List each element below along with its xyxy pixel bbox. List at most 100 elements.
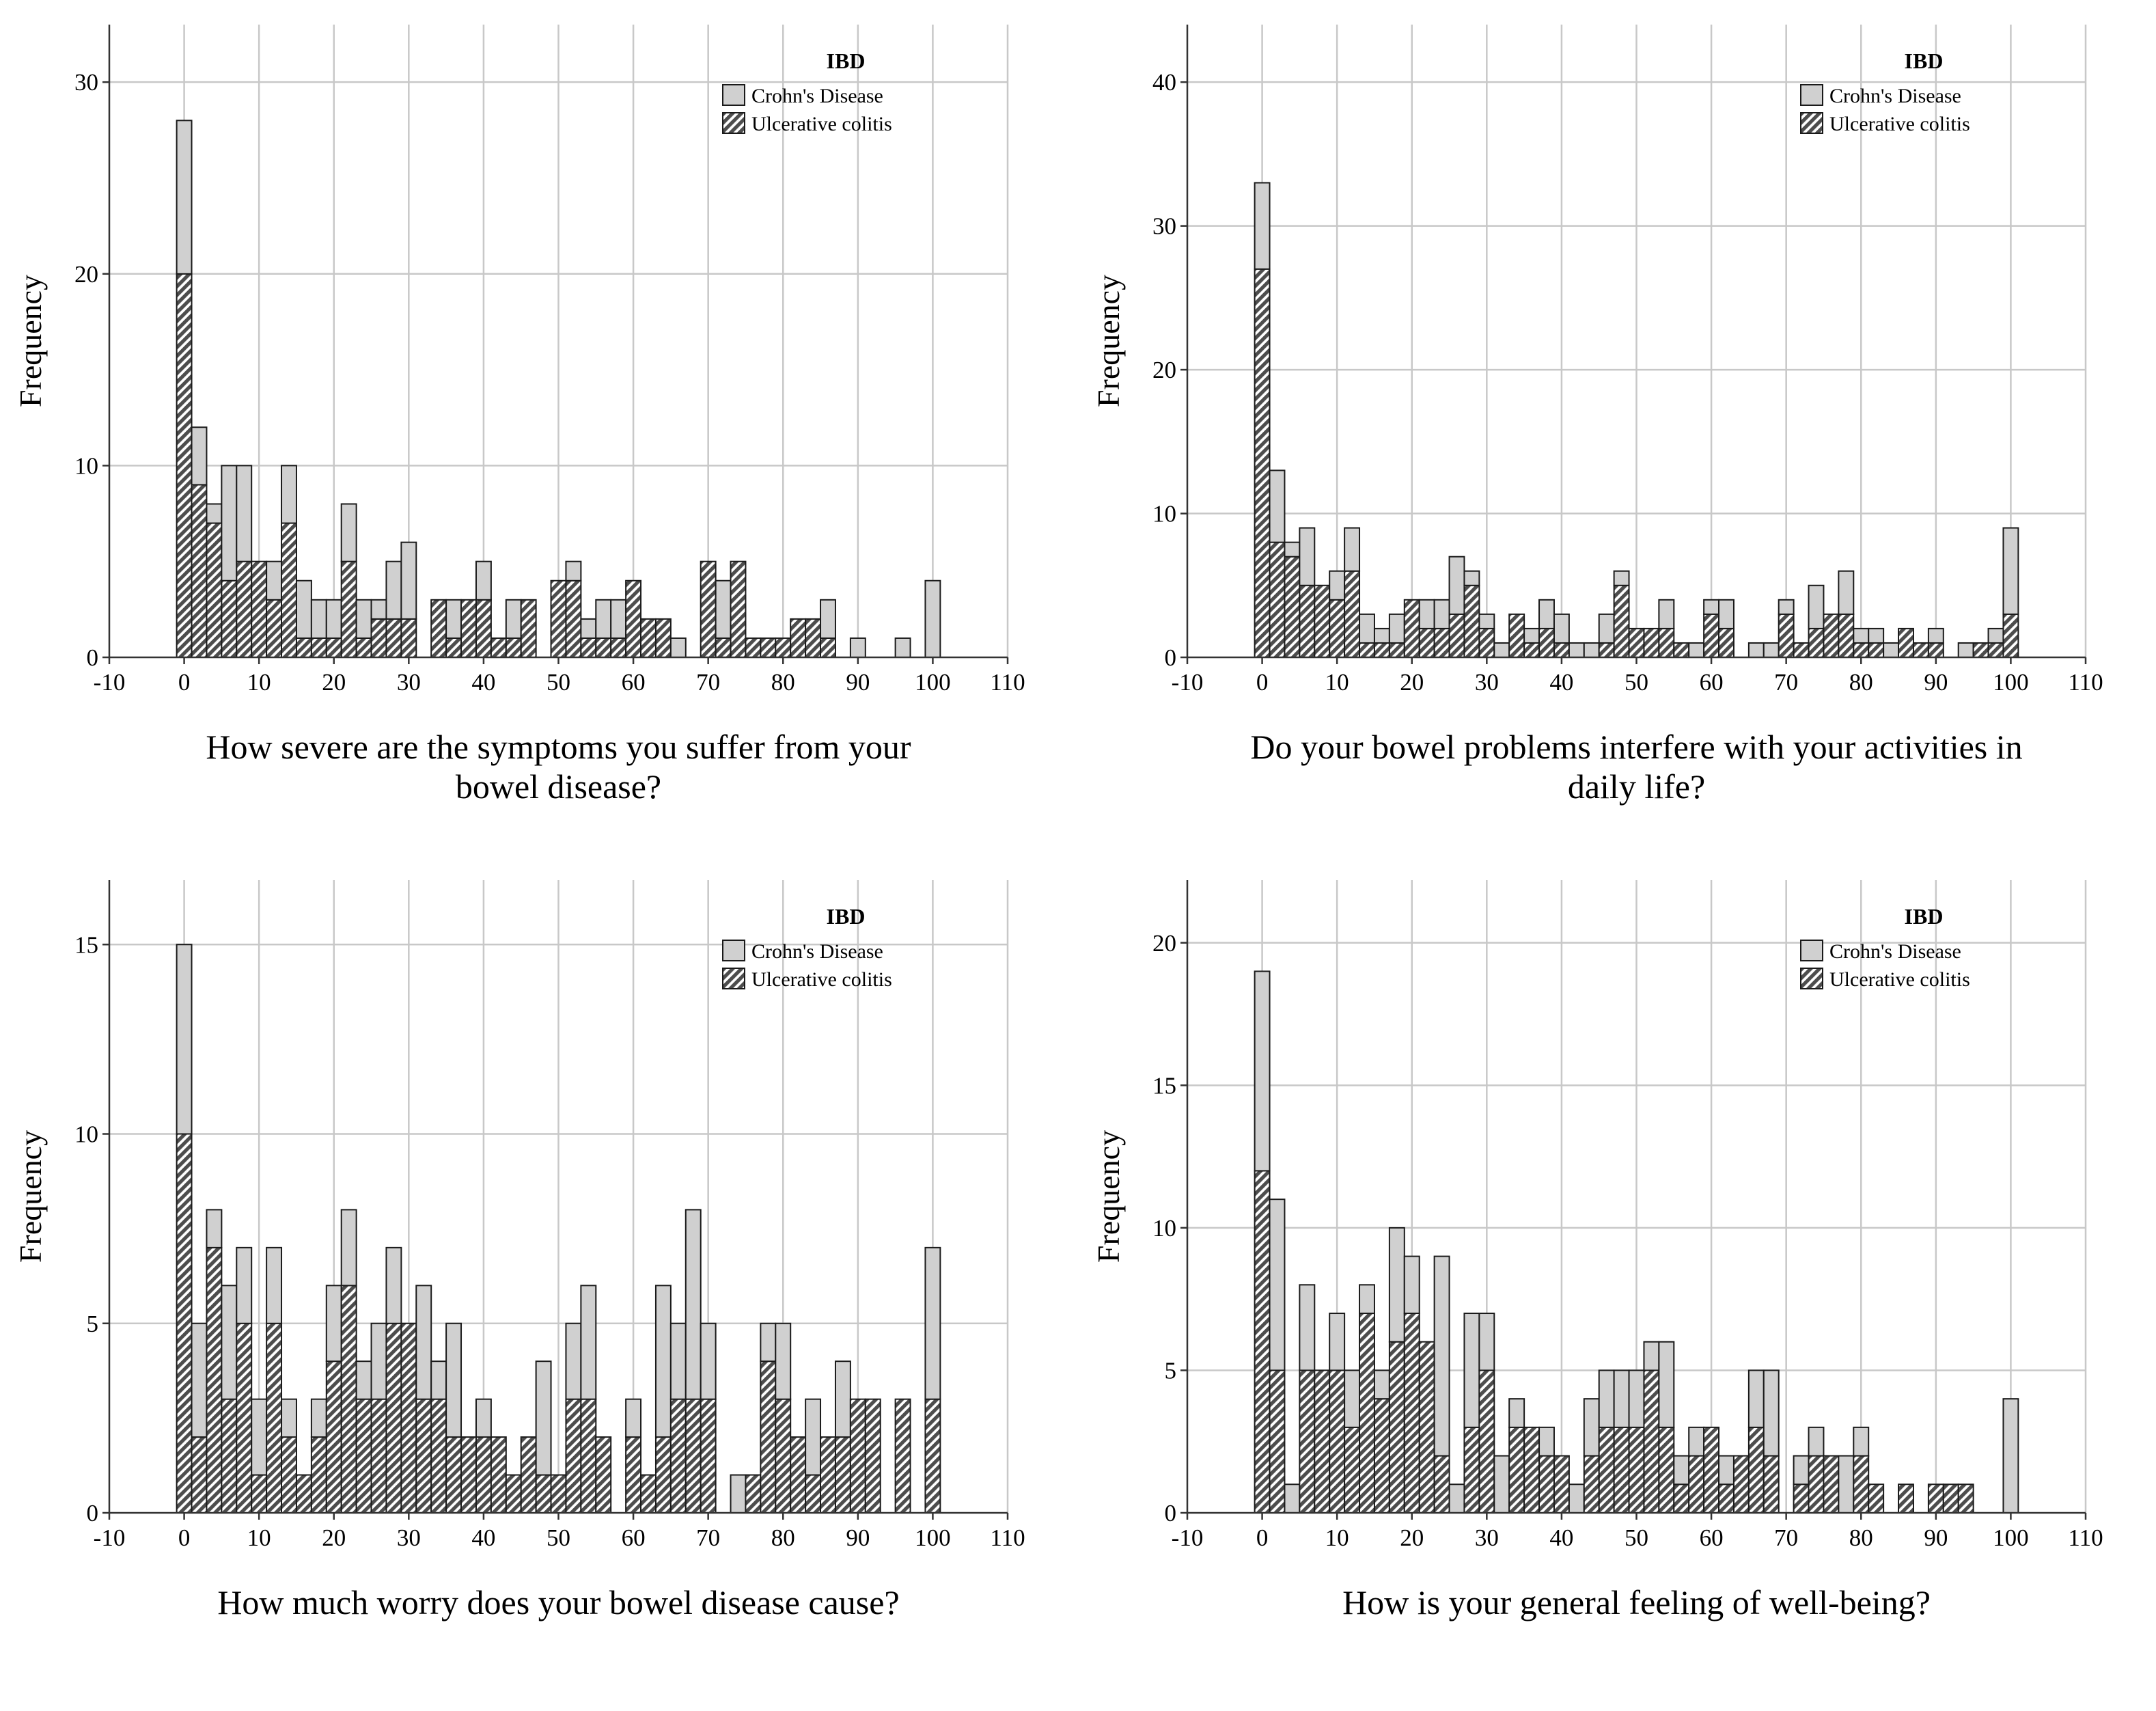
bar-ulcerative-colitis [251, 1474, 268, 1514]
bar-ulcerative-colitis [1478, 627, 1495, 659]
bar-crohns-disease [805, 1398, 822, 1476]
bar-crohns-disease [1538, 599, 1555, 629]
bar-ulcerative-colitis [281, 522, 297, 658]
bar-crohns-disease [1868, 627, 1885, 644]
x-tick-label: 110 [990, 1524, 1025, 1551]
y-tick-label: 40 [1152, 69, 1176, 96]
bar-ulcerative-colitis [1433, 1455, 1450, 1514]
bar-ulcerative-colitis [1643, 1369, 1660, 1514]
bar-crohns-disease [610, 599, 627, 639]
y-tick-label: 20 [74, 261, 98, 288]
bar-crohns-disease [1673, 1455, 1690, 1486]
legend: IBD Crohn's Disease Ulcerative colitis [722, 49, 892, 135]
bar-ulcerative-colitis [505, 637, 522, 658]
bar-ulcerative-colitis [640, 618, 657, 658]
bar-ulcerative-colitis [355, 637, 372, 658]
bar-crohns-disease [1808, 1426, 1825, 1457]
x-tick-label: 40 [471, 669, 495, 696]
x-tick-label: 90 [1924, 1524, 1948, 1551]
legend-swatch-crohns [1800, 940, 1823, 961]
bar-ulcerative-colitis [355, 1398, 372, 1514]
bar-ulcerative-colitis [1793, 642, 1810, 658]
bar-crohns-disease [894, 637, 911, 658]
bar-ulcerative-colitis [1403, 1313, 1420, 1514]
histogram-panel-wellbeing: 0 5 10 15 20 -10 0 10 20 30 40 50 60 70 80 90 100 110 Freq… [1078, 855, 2156, 1711]
bar-ulcerative-colitis [236, 560, 253, 658]
bar-ulcerative-colitis [1703, 1426, 1720, 1514]
x-tick-label: 30 [1475, 1524, 1499, 1551]
bar-ulcerative-colitis [1314, 1369, 1331, 1514]
bar-crohns-disease [475, 1398, 492, 1438]
bar-crohns-disease [1284, 541, 1301, 558]
x-tick-label: 100 [1993, 669, 2029, 696]
bar-crohns-disease [1598, 1369, 1615, 1428]
bar-crohns-disease [430, 1360, 447, 1400]
bar-crohns-disease [1703, 599, 1720, 615]
bar-crohns-disease [266, 1246, 283, 1324]
y-tick-label: 15 [1152, 1072, 1176, 1099]
bar-crohns-disease [1613, 1369, 1630, 1428]
bar-ulcerative-colitis [625, 1436, 642, 1514]
bar-ulcerative-colitis [1703, 613, 1720, 659]
bar-ulcerative-colitis [1853, 642, 1870, 658]
y-tick-label: 20 [1152, 357, 1176, 383]
bar-ulcerative-colitis [206, 522, 223, 658]
bar-ulcerative-colitis [1793, 1483, 1810, 1514]
bar-crohns-disease [924, 1246, 941, 1400]
bar-ulcerative-colitis [1868, 642, 1885, 658]
legend-label-ulcerative-colitis: Ulcerative colitis [1829, 113, 1970, 135]
bar-crohns-disease [251, 1398, 268, 1476]
bar-crohns-disease [1688, 1426, 1705, 1457]
x-tick-label: 110 [990, 669, 1025, 696]
bar-ulcerative-colitis [849, 1398, 866, 1514]
bar-ulcerative-colitis [475, 599, 492, 658]
bar-crohns-disease [1388, 613, 1405, 644]
bar-ulcerative-colitis [1778, 613, 1795, 659]
bar-ulcerative-colitis [1463, 1426, 1480, 1514]
bar-crohns-disease [1478, 1313, 1495, 1371]
bar-ulcerative-colitis [1373, 1398, 1390, 1514]
bar-ulcerative-colitis [565, 579, 582, 658]
bar-ulcerative-colitis [430, 1398, 447, 1514]
histogram-panel-interference: 0 10 20 30 40 -10 0 10 20 30 40 50 60 70 80 90 100 110 Fre… [1078, 0, 2156, 855]
bar-ulcerative-colitis [1269, 541, 1286, 658]
bar-crohns-disease [1329, 570, 1346, 601]
x-tick-label: 40 [1549, 669, 1573, 696]
bar-ulcerative-colitis [820, 1436, 836, 1514]
bar-crohns-disease [580, 618, 597, 639]
bar-crohns-disease [370, 599, 387, 620]
y-tick-label: 0 [1165, 1500, 1177, 1527]
legend: IBD Crohn's Disease Ulcerative colitis [722, 904, 892, 991]
bar-ulcerative-colitis [550, 579, 567, 658]
histogram-panel-symptoms: 0 10 20 30 -10 0 10 20 30 40 50 60 70 80 90 100 110 Frequ… [0, 0, 1078, 855]
x-tick-label: 90 [846, 669, 870, 696]
bar-ulcerative-colitis [1688, 1455, 1705, 1514]
bar-crohns-disease [475, 560, 492, 601]
bar-crohns-disease [1388, 1227, 1405, 1343]
bar-crohns-disease [295, 579, 312, 639]
legend-label-ulcerative-colitis: Ulcerative colitis [751, 113, 892, 135]
y-axis-label: Frequency [1091, 1130, 1126, 1263]
legend-label-ulcerative-colitis: Ulcerative colitis [751, 968, 892, 991]
bar-crohns-disease [1284, 1483, 1301, 1514]
bar-ulcerative-colitis [1898, 1483, 1914, 1514]
bar-ulcerative-colitis [266, 1322, 283, 1514]
bar-crohns-disease [266, 560, 283, 601]
bar-ulcerative-colitis [1269, 1369, 1286, 1514]
bar-ulcerative-colitis [490, 637, 507, 658]
bar-crohns-disease [1373, 1369, 1390, 1400]
bar-crohns-disease [1433, 1255, 1450, 1457]
legend-swatch-crohns [722, 84, 745, 106]
bar-crohns-disease [1747, 642, 1765, 658]
bar-ulcerative-colitis [385, 1322, 402, 1514]
legend-title: IBD [827, 904, 866, 929]
bar-ulcerative-colitis [281, 1436, 297, 1514]
bar-ulcerative-colitis [1927, 1483, 1944, 1514]
bar-ulcerative-colitis [1403, 599, 1420, 658]
bar-ulcerative-colitis [1254, 1170, 1271, 1514]
bar-crohns-disease [1763, 642, 1780, 658]
bar-crohns-disease [1838, 570, 1855, 615]
bar-crohns-disease [1538, 1426, 1555, 1457]
bar-ulcerative-colitis [1912, 642, 1929, 658]
bar-ulcerative-colitis [805, 1474, 822, 1514]
